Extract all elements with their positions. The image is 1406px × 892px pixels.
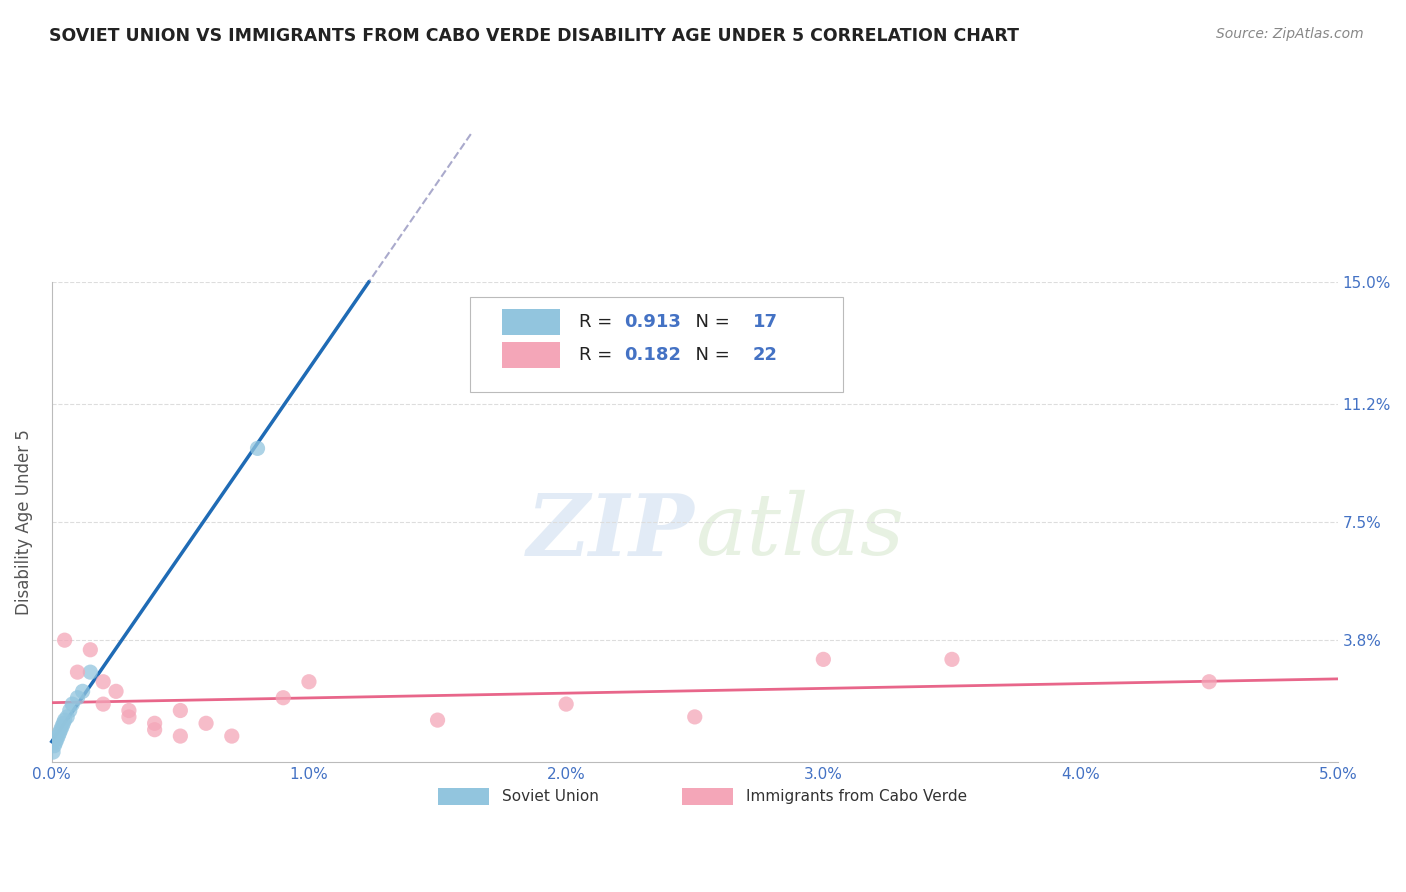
Point (683, 710, 706, 724)
Point (118, 704, 141, 718)
Point (105, 684, 128, 698)
Point (118, 710, 141, 724)
Point (195, 716, 218, 731)
Point (60, 697, 83, 711)
Point (271, 690, 294, 705)
Text: 22: 22 (752, 346, 778, 364)
Point (298, 674, 321, 689)
Point (246, 442, 269, 456)
Text: Source: ZipAtlas.com: Source: ZipAtlas.com (1216, 27, 1364, 41)
FancyBboxPatch shape (437, 788, 489, 805)
Point (221, 729, 243, 743)
Text: 17: 17 (752, 313, 778, 331)
Text: R =: R = (579, 346, 619, 364)
Point (941, 652, 963, 666)
Point (56, 710, 79, 724)
Point (52, 716, 75, 731)
Point (426, 713, 449, 727)
Y-axis label: Disability Age Under 5: Disability Age Under 5 (15, 429, 32, 615)
Point (59, 704, 82, 718)
FancyBboxPatch shape (682, 788, 734, 805)
Text: 0.182: 0.182 (624, 346, 681, 364)
Text: Soviet Union: Soviet Union (502, 789, 599, 805)
Text: N =: N = (685, 346, 735, 364)
Text: 0.913: 0.913 (624, 313, 681, 331)
Point (51, 719, 73, 733)
Point (66, 690, 89, 705)
Point (79, 642, 101, 657)
Text: R =: R = (579, 313, 619, 331)
Text: ZIP: ZIP (527, 490, 695, 574)
FancyBboxPatch shape (502, 342, 560, 368)
Point (91, 674, 114, 689)
Point (48, 726, 70, 740)
Point (1198, 674, 1220, 689)
Point (169, 729, 191, 743)
Point (813, 652, 835, 666)
Text: atlas: atlas (695, 490, 904, 573)
Point (42, 745, 65, 759)
Point (143, 716, 166, 731)
Point (169, 704, 191, 718)
Point (66, 665, 89, 680)
Point (72, 684, 94, 698)
Point (44, 739, 66, 753)
Point (45, 735, 67, 749)
FancyBboxPatch shape (470, 296, 842, 392)
Point (45, 732, 67, 747)
Text: Immigrants from Cabo Verde: Immigrants from Cabo Verde (747, 789, 967, 805)
Point (91, 697, 114, 711)
Point (46, 729, 69, 743)
Point (49, 723, 72, 737)
Point (555, 697, 578, 711)
FancyBboxPatch shape (502, 309, 560, 334)
Text: N =: N = (685, 313, 735, 331)
Point (53, 713, 76, 727)
Point (143, 723, 166, 737)
Point (79, 665, 101, 680)
Text: SOVIET UNION VS IMMIGRANTS FROM CABO VERDE DISABILITY AGE UNDER 5 CORRELATION CH: SOVIET UNION VS IMMIGRANTS FROM CABO VER… (49, 27, 1019, 45)
Point (53, 633, 76, 648)
